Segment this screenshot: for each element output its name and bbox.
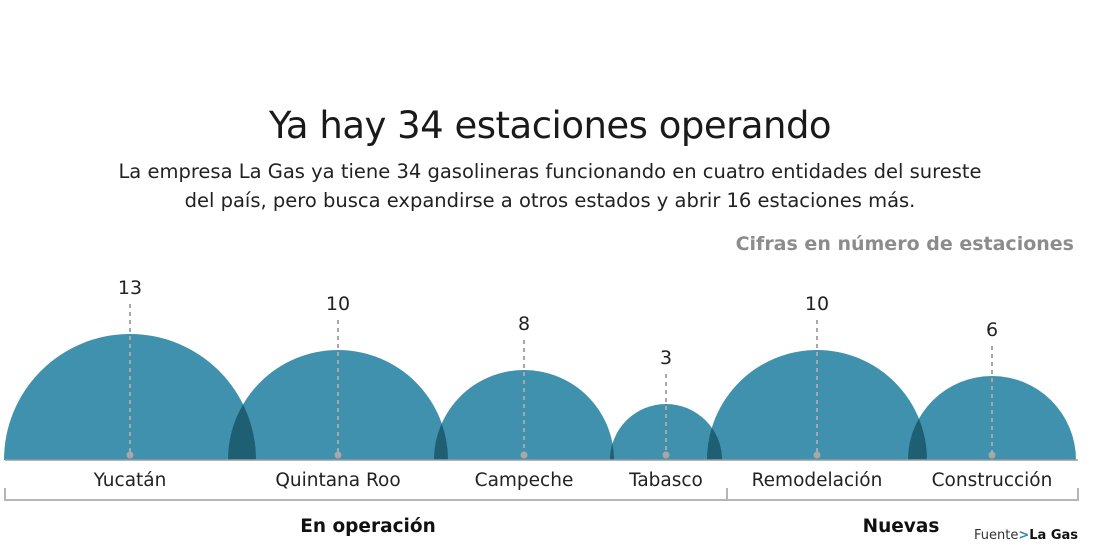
dome-yucatan <box>4 334 256 460</box>
subtitle-line-2: del país, pero busca expandirse a otros … <box>184 189 916 212</box>
dome-overlap-5 <box>908 418 927 460</box>
value-label-construccion: 6 <box>986 319 998 341</box>
marker-dot-campeche <box>520 451 528 459</box>
group-label-nuevas: Nuevas <box>863 516 940 537</box>
category-label-campeche: Campeche <box>475 470 574 491</box>
value-label-quintana-roo: 10 <box>326 293 350 315</box>
value-label-remodelacion: 10 <box>805 293 829 315</box>
source-label: Fuente <box>973 528 1019 543</box>
subtitle-line-1: La empresa La Gas ya tiene 34 gasolinera… <box>118 160 982 183</box>
value-label-campeche: 8 <box>518 313 530 335</box>
source-note: Fuente>La Gas <box>974 528 1078 543</box>
marker-dot-construccion <box>988 451 996 459</box>
dome-overlap-1 <box>228 404 256 460</box>
domes <box>4 334 1076 460</box>
category-label-remodelacion: Remodelación <box>752 470 883 491</box>
subtitle: La empresa La Gas ya tiene 34 gasolinera… <box>0 157 1100 215</box>
source-name: La Gas <box>1029 528 1078 543</box>
value-label-tabasco: 3 <box>660 347 672 369</box>
dome-overlap-3 <box>610 443 614 460</box>
group-label-en-operacion: En operación <box>300 516 436 537</box>
unit-note: Cifras en número de estaciones <box>735 233 1074 255</box>
source-arrow-icon: > <box>1018 528 1030 543</box>
marker-dot-remodelacion <box>813 451 821 459</box>
category-label-tabasco: Tabasco <box>628 470 703 491</box>
page-title: Ya hay 34 estaciones operando <box>268 104 832 147</box>
dome-overlap-4 <box>707 427 722 460</box>
group-bracket-nuevas <box>726 488 1079 501</box>
marker-dot-tabasco <box>662 451 670 459</box>
dome-quintana-roo <box>228 350 448 460</box>
value-label-yucatan: 13 <box>118 277 142 299</box>
category-label-quintana-roo: Quintana Roo <box>275 470 400 491</box>
dome-overlap-2 <box>434 423 448 460</box>
dome-remodelacion <box>707 350 927 460</box>
marker-dot-yucatan <box>126 451 134 459</box>
marker-dot-quintana-roo <box>334 451 342 459</box>
category-label-construccion: Construcción <box>932 470 1053 491</box>
category-label-yucatan: Yucatán <box>93 470 167 491</box>
